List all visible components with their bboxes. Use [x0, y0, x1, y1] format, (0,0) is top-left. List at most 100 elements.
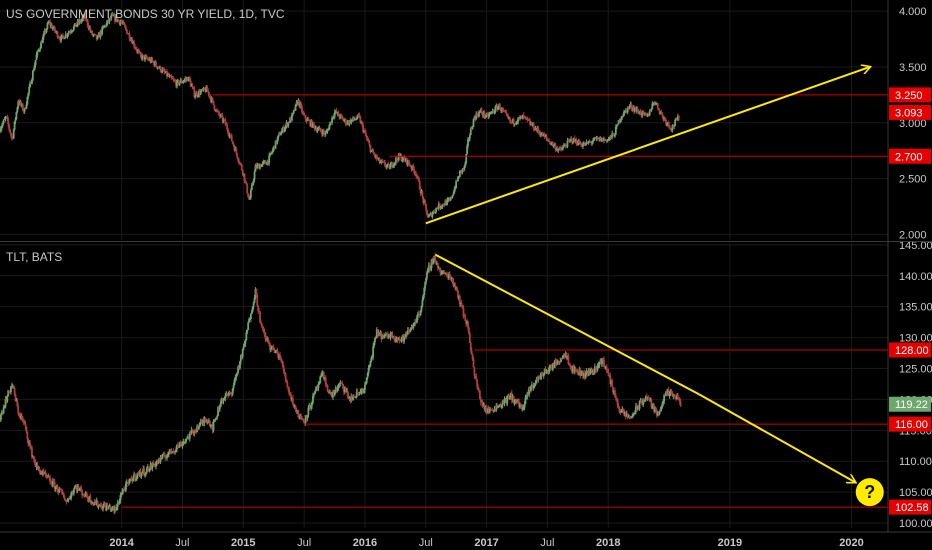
candle-body	[144, 56, 146, 60]
candle-body	[19, 101, 21, 104]
yield-candle	[488, 111, 490, 119]
tlt-candle	[635, 403, 638, 412]
candle-body	[190, 85, 193, 87]
candle-body	[123, 488, 125, 490]
tlt-candle	[125, 480, 127, 493]
yield-candle	[478, 111, 481, 114]
candle-body	[185, 78, 188, 80]
yield-candle	[379, 160, 382, 164]
candle-body	[379, 332, 382, 335]
candle-body	[478, 111, 481, 113]
yield-candle	[388, 164, 391, 170]
tlt-candle	[286, 380, 289, 388]
candle-body	[397, 338, 400, 341]
candle-body	[72, 491, 74, 494]
yield-candle	[550, 142, 552, 145]
tlt-candle	[395, 336, 398, 343]
candle-body	[72, 488, 75, 494]
candle-body	[35, 54, 38, 61]
candle-body	[358, 392, 361, 394]
yield-candle	[237, 156, 240, 163]
tlt-candle	[524, 394, 527, 405]
tlt-candle	[642, 398, 645, 408]
candle-body	[151, 58, 154, 62]
yield-candle	[322, 128, 325, 135]
yield-candle	[330, 121, 333, 124]
yield-candle	[92, 33, 94, 38]
tlt-candle	[97, 505, 100, 510]
tlt-candle	[516, 399, 519, 404]
yield-candle	[160, 69, 163, 74]
tlt-candle	[215, 418, 218, 420]
candle-body	[265, 163, 268, 165]
tlt-candle	[280, 356, 282, 363]
candle-body	[305, 415, 308, 419]
tlt-candle	[177, 441, 179, 449]
tlt-candle	[634, 410, 636, 415]
candle-body	[426, 209, 428, 216]
yield-candle	[19, 99, 21, 106]
candle-body	[413, 169, 416, 174]
tlt-candle	[316, 385, 319, 391]
candle-body	[19, 414, 21, 418]
candle-body	[575, 369, 578, 372]
candle-body	[359, 392, 362, 394]
tlt-candle	[520, 403, 522, 408]
tlt-candle	[494, 408, 497, 411]
tlt-candle	[69, 495, 72, 500]
tlt-candle	[18, 413, 21, 418]
tlt-candle	[393, 335, 396, 342]
yield-candle	[502, 107, 505, 113]
candle-body	[473, 367, 476, 376]
question-mark-icon-glyph: ?	[864, 482, 875, 502]
candle-body	[540, 372, 542, 380]
candle-body	[173, 451, 176, 453]
candle-body	[622, 115, 625, 117]
tlt-candle	[569, 363, 572, 369]
yield-candle	[666, 121, 669, 127]
candle-body	[193, 430, 196, 434]
candle-body	[80, 488, 83, 491]
tlt-candle	[189, 430, 192, 436]
yield-candle	[452, 191, 455, 196]
tlt-candle	[67, 497, 70, 503]
candle-body	[478, 390, 481, 399]
candle-body	[416, 317, 418, 323]
tlt-candle	[356, 388, 359, 396]
yield-candle	[618, 118, 621, 124]
candle-body	[168, 448, 171, 452]
candle-body	[239, 355, 242, 362]
yield-candle	[74, 23, 77, 27]
candle-body	[402, 156, 405, 160]
candle-body	[135, 47, 137, 50]
candle-body	[471, 126, 474, 129]
tlt-candle	[345, 388, 348, 393]
candle-body	[629, 104, 632, 107]
candle-body	[109, 18, 112, 20]
top-pane-title: US GOVERNMENT BONDS 30 YR YIELD, 1D, TVC	[6, 7, 285, 21]
candle-body	[334, 110, 337, 112]
yield-candle	[617, 120, 620, 125]
candle-body	[201, 89, 204, 91]
yield-candle	[271, 147, 274, 154]
yield-candle	[108, 17, 111, 25]
candle-body	[404, 158, 406, 162]
tlt-candle	[40, 470, 42, 475]
candle-body	[93, 34, 96, 36]
yield-candle	[225, 122, 228, 125]
yield-candle	[531, 122, 534, 128]
candle-body	[47, 476, 50, 478]
tlt-candle	[156, 459, 158, 466]
candle-body	[395, 337, 398, 339]
tlt-candle	[646, 396, 649, 402]
tlt-candle	[460, 299, 463, 308]
tlt-candle	[257, 305, 260, 315]
candle-body	[145, 472, 147, 474]
candle-body	[273, 350, 276, 353]
yield-candle	[613, 133, 615, 137]
yield-candle	[433, 209, 436, 213]
candle-body	[270, 153, 272, 155]
candle-body	[117, 19, 120, 21]
yield-candle	[175, 79, 177, 89]
yield-candle	[113, 12, 115, 17]
